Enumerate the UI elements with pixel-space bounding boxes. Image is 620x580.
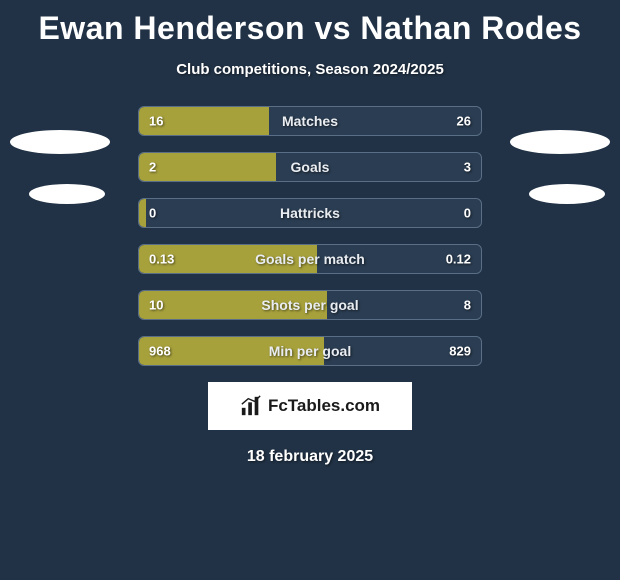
stat-fill-left [139, 245, 317, 273]
stat-row: 0Hattricks0 [138, 198, 482, 228]
stat-label: Hattricks [139, 205, 481, 221]
stats-bars: 16Matches26 2Goals3 0Hattricks0 0.13Goals p… [138, 106, 482, 366]
stat-row: 16Matches26 [138, 106, 482, 136]
stat-fill-left [139, 337, 324, 365]
stat-fill-right [474, 107, 481, 135]
page-date: 18 february 2025 [0, 448, 620, 466]
stat-value-right: 829 [449, 344, 471, 359]
stat-value-right: 26 [457, 114, 471, 129]
logo-text: FcTables.com [268, 396, 380, 416]
fctables-logo: FcTables.com [208, 382, 412, 430]
stat-value-right: 0 [464, 206, 471, 221]
stat-row: 2Goals3 [138, 152, 482, 182]
stat-fill-left [139, 199, 146, 227]
player-left-jersey [5, 114, 115, 209]
bar-chart-icon [240, 395, 262, 417]
jersey-icon [5, 114, 115, 209]
stat-value-left: 0 [149, 206, 156, 221]
player-right-jersey [505, 114, 615, 209]
stat-fill-right [474, 199, 481, 227]
stat-value-right: 0.12 [446, 252, 471, 267]
stat-row: 968Min per goal829 [138, 336, 482, 366]
stat-value-right: 8 [464, 298, 471, 313]
comparison-area: 16Matches26 2Goals3 0Hattricks0 0.13Goals p… [0, 106, 620, 366]
stat-fill-left [139, 291, 327, 319]
stat-fill-right [474, 245, 481, 273]
stat-fill-right [467, 153, 481, 181]
stat-fill-left [139, 107, 269, 135]
stat-fill-right [474, 337, 481, 365]
stat-row: 10Shots per goal8 [138, 290, 482, 320]
page-title: Ewan Henderson vs Nathan Rodes [0, 0, 620, 47]
page-subtitle: Club competitions, Season 2024/2025 [0, 61, 620, 78]
stat-fill-right [474, 291, 481, 319]
stat-fill-left [139, 153, 276, 181]
jersey-icon [505, 114, 615, 209]
stat-row: 0.13Goals per match0.12 [138, 244, 482, 274]
